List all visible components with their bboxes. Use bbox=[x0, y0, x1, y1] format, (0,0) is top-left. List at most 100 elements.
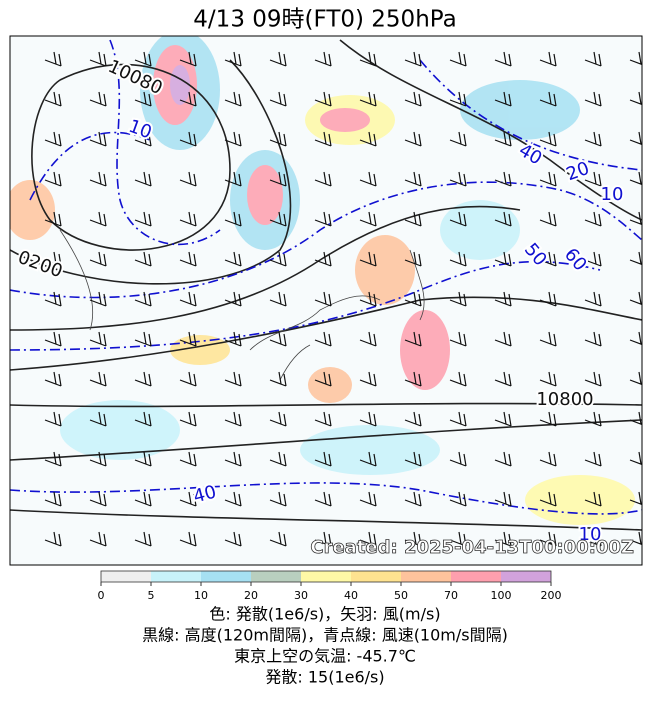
wind-barb bbox=[269, 291, 287, 307]
colorbar-tick-label: 10 bbox=[194, 589, 208, 602]
wind-barb bbox=[179, 171, 197, 187]
wind-barb bbox=[89, 251, 107, 267]
wind-barb bbox=[224, 371, 242, 387]
wind-barb bbox=[539, 131, 557, 147]
wind-barb bbox=[269, 491, 287, 507]
wind-barb bbox=[269, 451, 287, 467]
wind-barb bbox=[584, 131, 602, 147]
wind-barb bbox=[224, 211, 242, 227]
wind-barb bbox=[44, 411, 62, 427]
wind-barb bbox=[449, 531, 467, 547]
wind-barb bbox=[629, 491, 642, 506]
wind-barb bbox=[359, 51, 377, 67]
colorbar-frame bbox=[100, 570, 552, 583]
contour-label: 10 bbox=[579, 524, 602, 545]
wind-barb bbox=[89, 531, 107, 547]
wind-barb bbox=[404, 131, 422, 147]
wind-barb bbox=[629, 211, 642, 226]
wind-barb bbox=[584, 91, 602, 107]
wind-barb bbox=[314, 131, 332, 147]
colorbar-segment bbox=[451, 571, 501, 582]
wind-barb bbox=[584, 211, 602, 227]
wind-barb bbox=[179, 411, 197, 427]
wind-barb bbox=[629, 531, 642, 546]
wind-barb bbox=[404, 331, 422, 347]
wind-barb bbox=[584, 371, 602, 387]
wind-barb bbox=[179, 331, 197, 347]
wind-barb bbox=[449, 411, 467, 427]
wind-barb bbox=[179, 451, 197, 467]
wind-barb bbox=[134, 51, 152, 67]
wind-barb bbox=[224, 131, 242, 147]
wind-barb bbox=[629, 251, 642, 266]
wind-barb bbox=[539, 211, 557, 227]
wind-barb bbox=[269, 531, 287, 547]
wind-barb bbox=[134, 451, 152, 467]
wind-barb bbox=[269, 91, 287, 107]
wind-barb bbox=[539, 491, 557, 507]
wind-barb bbox=[89, 51, 107, 67]
colorbar-tick-label: 70 bbox=[444, 589, 458, 602]
wind-barb bbox=[359, 451, 377, 467]
wind-barb bbox=[44, 371, 62, 387]
wind-barb bbox=[134, 291, 152, 307]
wind-barb bbox=[584, 171, 602, 187]
wind-barb bbox=[449, 131, 467, 147]
wind-barb bbox=[224, 171, 242, 187]
wind-barb bbox=[269, 171, 287, 187]
wind-barb bbox=[89, 91, 107, 107]
wind-barb bbox=[629, 51, 642, 66]
wind-barb bbox=[359, 291, 377, 307]
wind-barb bbox=[269, 51, 287, 67]
wind-barb bbox=[494, 211, 512, 227]
wind-barb bbox=[44, 131, 62, 147]
title: 4/13 09時(FT0) 250hPa bbox=[193, 7, 456, 33]
wind-barb bbox=[224, 451, 242, 467]
wind-barb bbox=[134, 131, 152, 147]
wind-barb bbox=[314, 211, 332, 227]
wind-barb bbox=[224, 531, 242, 547]
wind-barb bbox=[359, 211, 377, 227]
wind-barb bbox=[494, 451, 512, 467]
wind-barb bbox=[269, 211, 287, 227]
wind-barb bbox=[269, 331, 287, 347]
wind-barb bbox=[314, 451, 332, 467]
wind-barb bbox=[449, 491, 467, 507]
caption-line: 東京上空の気温: -45.7℃ bbox=[234, 647, 416, 666]
wind-barb bbox=[269, 371, 287, 387]
colorbar-tick-label: 0 bbox=[98, 589, 105, 602]
wind-barb bbox=[269, 411, 287, 427]
wind-barb bbox=[359, 171, 377, 187]
wind-barb bbox=[224, 411, 242, 427]
wind-barb bbox=[539, 51, 557, 67]
wind-barb bbox=[404, 51, 422, 67]
wind-barb bbox=[269, 251, 287, 267]
wind-barb bbox=[539, 331, 557, 347]
wind-barb bbox=[449, 251, 467, 267]
wind-barb bbox=[629, 171, 642, 186]
wind-barb bbox=[584, 451, 602, 467]
wind-barb bbox=[494, 291, 512, 307]
wind-barb bbox=[359, 131, 377, 147]
wind-barb bbox=[404, 171, 422, 187]
wind-barb bbox=[89, 131, 107, 147]
wind-barb bbox=[449, 91, 467, 107]
wind-barb bbox=[404, 411, 422, 427]
wind-barb bbox=[539, 291, 557, 307]
wind-barb bbox=[314, 171, 332, 187]
wind-barb bbox=[404, 91, 422, 107]
wind-barb bbox=[314, 291, 332, 307]
wind-barb bbox=[629, 131, 642, 146]
wind-barb bbox=[179, 131, 197, 147]
wind-barb bbox=[44, 491, 62, 507]
wind-barb bbox=[44, 91, 62, 107]
colorbar-segment bbox=[101, 571, 151, 582]
wind-barb bbox=[44, 211, 62, 227]
wind-barb bbox=[359, 491, 377, 507]
colorbar-segment bbox=[401, 571, 451, 582]
wind-barb bbox=[314, 531, 332, 547]
wind-barb bbox=[224, 491, 242, 507]
wind-barb bbox=[314, 411, 332, 427]
colorbar-tick-label: 50 bbox=[394, 589, 408, 602]
wind-barb bbox=[359, 531, 377, 547]
